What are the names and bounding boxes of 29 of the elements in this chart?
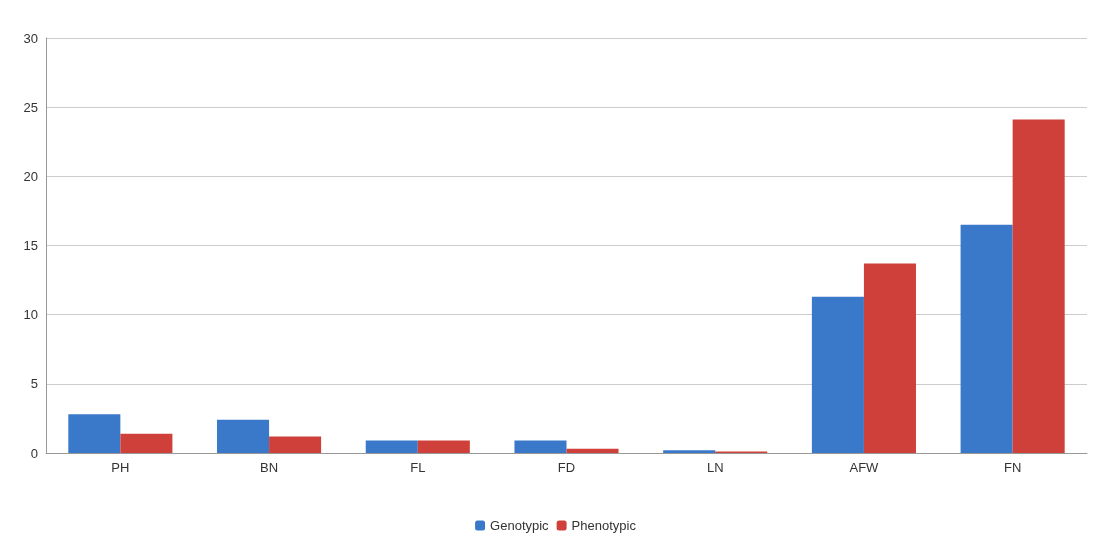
bar	[663, 450, 716, 453]
bar	[417, 440, 470, 453]
bar	[566, 448, 619, 453]
x-tick-label: FL	[410, 460, 426, 475]
y-tick-label: 5	[30, 376, 38, 392]
y-tick-label: 10	[23, 307, 38, 323]
x-tick-label: LN	[706, 460, 724, 475]
x-tick-label: FD	[557, 460, 576, 475]
bar	[514, 440, 567, 453]
legend-label: Phenotypic	[571, 518, 637, 533]
x-tick-label: AFW	[849, 460, 880, 475]
y-tick-label: 20	[23, 168, 38, 184]
x-tick-label: BN	[260, 460, 279, 475]
bar	[863, 263, 916, 453]
bar	[365, 440, 418, 453]
bar	[217, 419, 270, 453]
x-tick-label: PH	[111, 460, 130, 475]
bar	[68, 414, 121, 453]
x-tick-label: FN	[1003, 460, 1022, 475]
bar	[120, 433, 173, 453]
bar	[960, 224, 1013, 453]
y-tick-label: 25	[23, 99, 38, 115]
y-tick-label: 0	[30, 445, 38, 461]
bar	[811, 296, 864, 453]
bar	[1012, 119, 1065, 453]
bar	[269, 436, 322, 453]
legend-label: Genotypic	[490, 518, 550, 533]
y-tick-label: 30	[23, 30, 38, 46]
y-tick-label: 15	[23, 238, 38, 253]
